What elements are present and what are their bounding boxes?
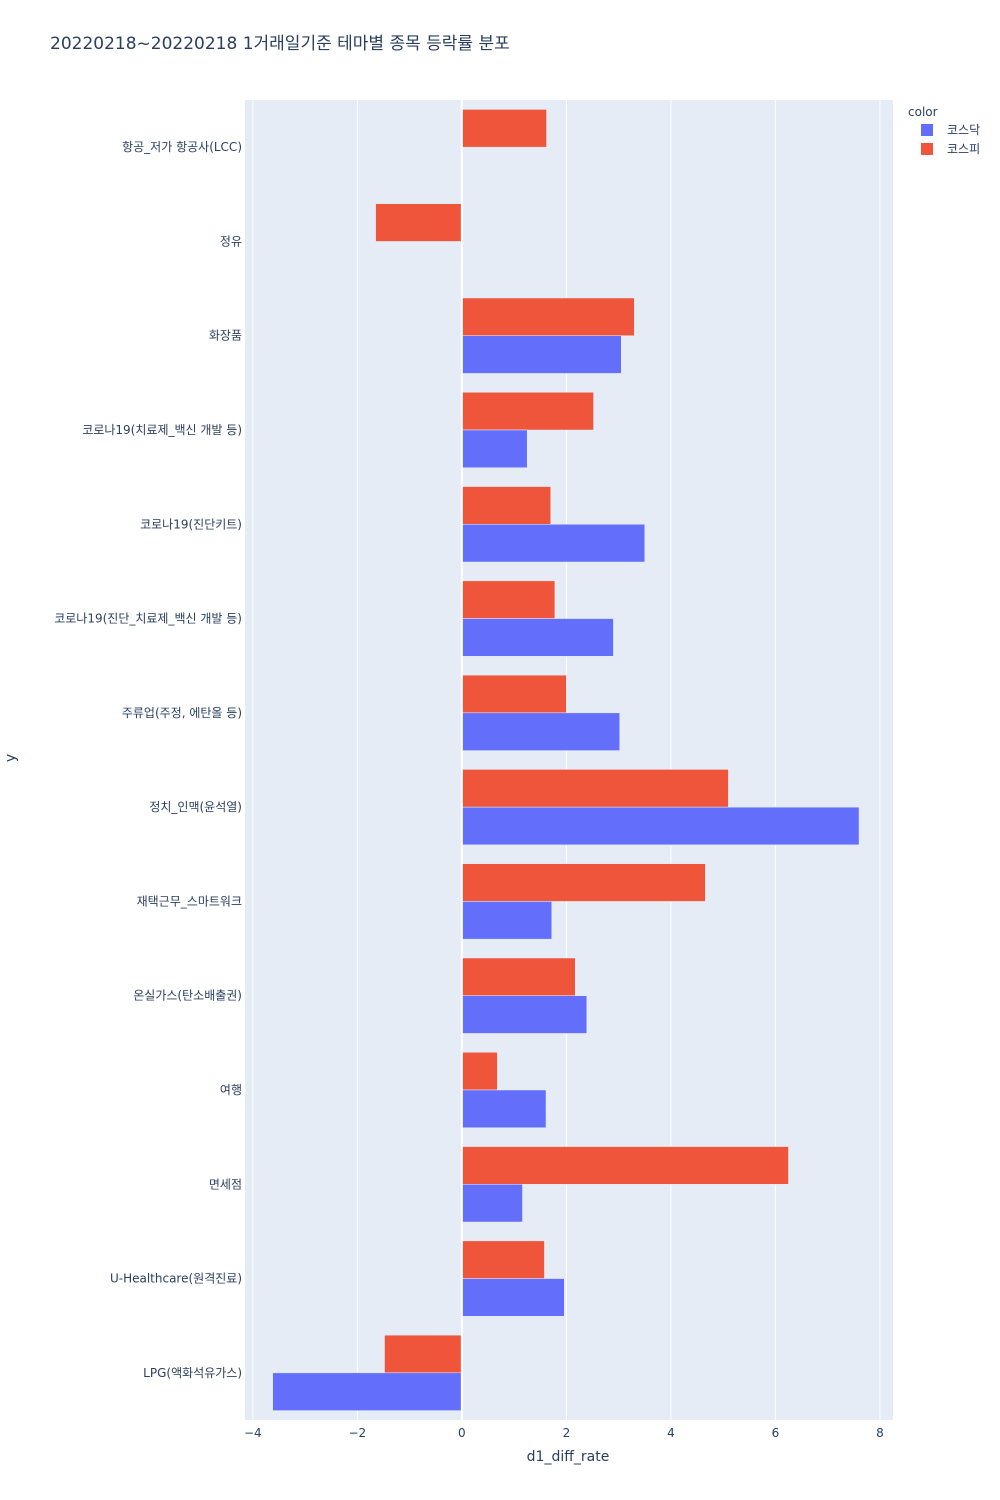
legend-label: 코스피 (947, 142, 980, 156)
legend-title: color (908, 105, 938, 119)
bar-kospi (461, 486, 551, 525)
x-tick-label: −4 (244, 1426, 262, 1440)
x-axis-title: d1_diff_rate (527, 1449, 610, 1465)
chart-title: 20220218~20220218 1거래일기준 테마별 종목 등락률 분포 (50, 34, 510, 54)
y-tick-label: LPG(액화석유가스) (143, 1366, 242, 1380)
bar-kosdaq (461, 524, 646, 563)
bar-kospi (461, 674, 567, 714)
x-tick-label: 8 (876, 1426, 884, 1440)
bar-kosdaq (461, 1184, 523, 1223)
x-tick-label: 6 (772, 1426, 780, 1440)
y-tick-label: 화장품 (209, 329, 242, 343)
legend-swatch (921, 143, 933, 155)
y-tick-label: 여행 (220, 1082, 242, 1097)
x-axis-ticks: −4 −2 0 2 4 6 8 (244, 1426, 884, 1440)
bar-kospi (461, 1146, 789, 1185)
bar-kosdaq (461, 712, 620, 751)
legend-label: 코스닥 (947, 123, 980, 137)
x-tick-label: 0 (458, 1426, 466, 1440)
x-tick-label: 4 (667, 1426, 675, 1440)
bar-kospi (461, 1052, 498, 1091)
bar-kosdaq (461, 335, 622, 374)
bar-kospi (461, 580, 556, 619)
bar-kospi (461, 957, 576, 996)
bar-kospi (461, 392, 594, 431)
bar-kospi (384, 1334, 463, 1374)
y-tick-label: 온실가스(탄소배출권) (133, 989, 242, 1003)
y-tick-label: 재택근무_스마트워크 (137, 894, 242, 908)
bar-kosdaq (461, 995, 588, 1034)
y-tick-label: 정치_인맥(윤석열) (149, 800, 242, 814)
bar-kosdaq (461, 618, 614, 657)
bar-kosdaq (461, 806, 860, 846)
y-axis-title: y (3, 754, 19, 762)
y-tick-label: 정유 (220, 234, 242, 248)
legend-item[interactable]: 코스피 (921, 142, 980, 156)
bar-kosdaq (272, 1372, 463, 1411)
bar-kosdaq (461, 901, 553, 940)
bar-kosdaq (461, 1089, 547, 1128)
legend-item[interactable]: 코스닥 (921, 123, 980, 137)
bar-kospi (461, 1240, 545, 1279)
bar-kosdaq (461, 429, 528, 468)
x-tick-label: 2 (563, 1426, 571, 1440)
y-tick-label: 코로나19(치료제_백신 개발 등) (82, 423, 242, 437)
bar-kospi (375, 203, 463, 242)
y-tick-label: U-Healthcare(원격진료) (110, 1272, 242, 1286)
y-tick-label: 주류업(주정, 에탄올 등) (122, 706, 242, 720)
bar-kospi (461, 297, 635, 336)
bars (272, 109, 860, 1411)
bar-kospi (461, 769, 729, 808)
y-tick-label: 코로나19(진단_치료제_백신 개발 등) (54, 612, 242, 626)
legend-swatch (921, 124, 933, 136)
y-tick-label: 코로나19(진단키트) (140, 517, 242, 531)
x-tick-label: −2 (349, 1426, 367, 1440)
bar-kosdaq (461, 1278, 565, 1317)
y-tick-label: 항공_저가 항공사(LCC) (122, 140, 242, 154)
bar-kospi (461, 863, 706, 902)
y-tick-label: 면세점 (209, 1177, 242, 1191)
bar-kospi (461, 109, 547, 148)
